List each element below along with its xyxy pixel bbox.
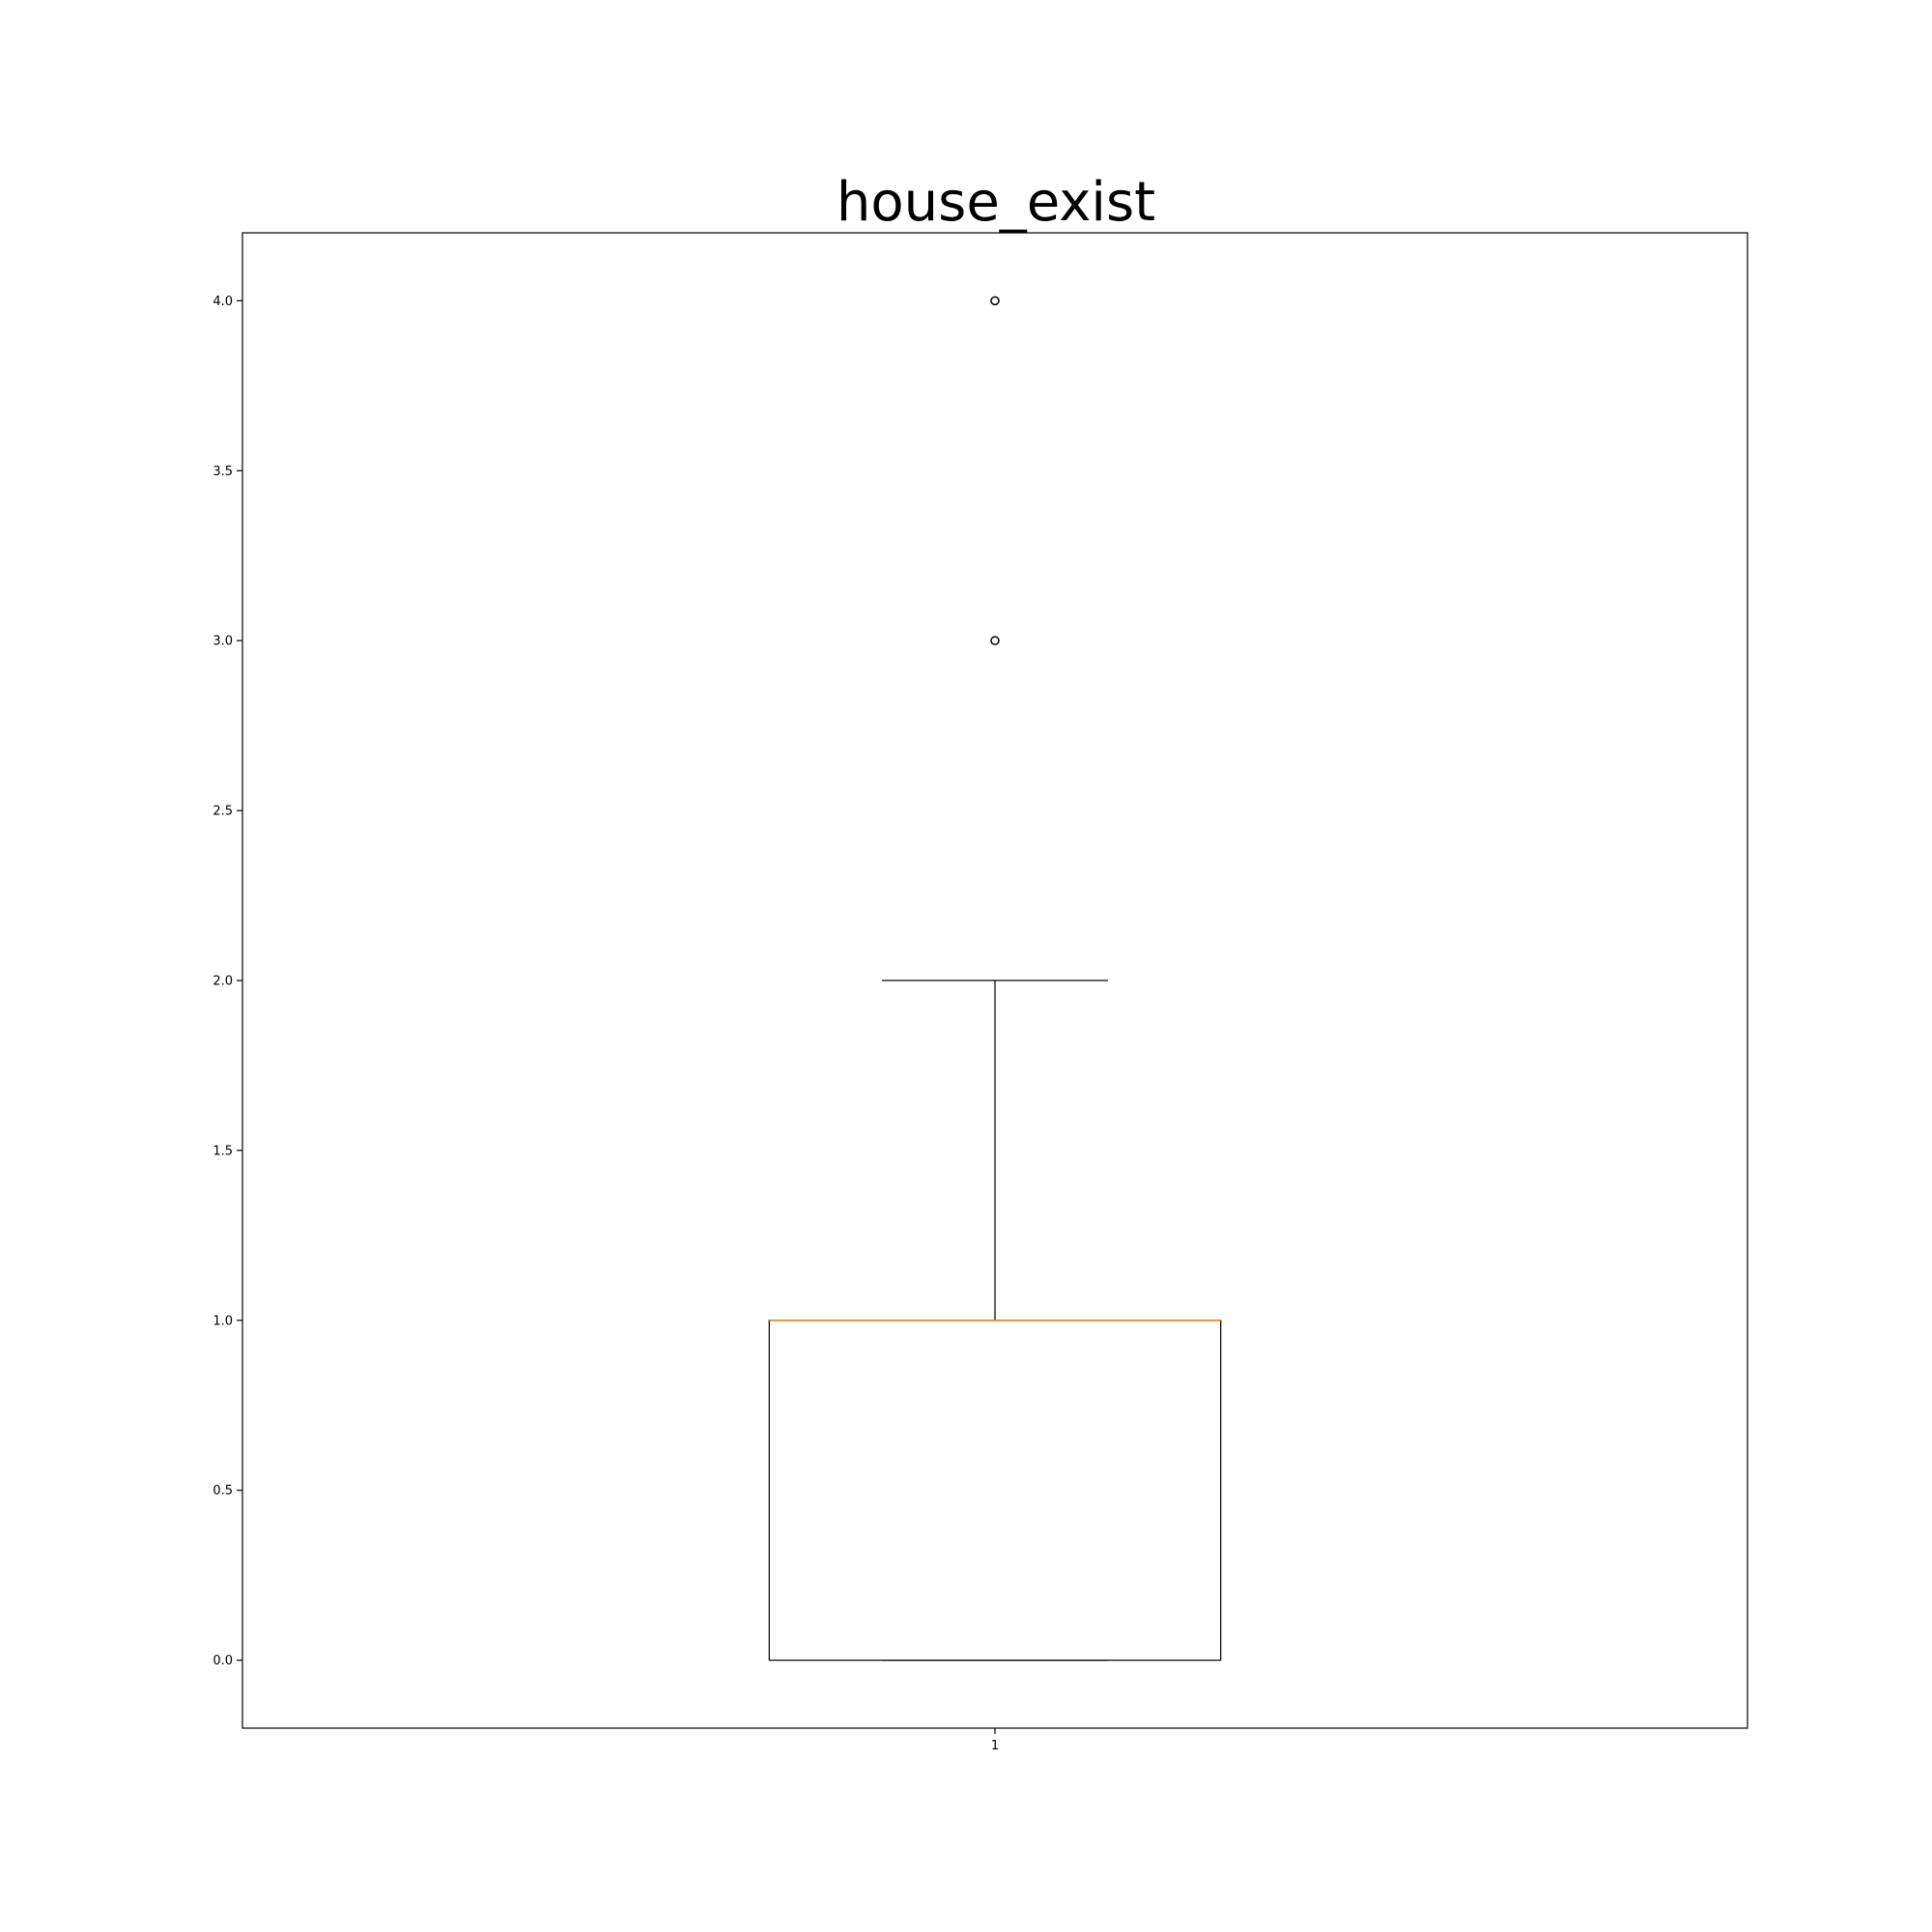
plot-frame bbox=[242, 232, 1748, 1729]
x-axis: 1 bbox=[991, 1728, 999, 1753]
outlier-point bbox=[990, 636, 1000, 645]
y-tick-label: 1.0 bbox=[213, 1314, 233, 1328]
chart-title: house_exist bbox=[837, 171, 1155, 234]
plot-marks bbox=[768, 296, 1222, 1662]
y-tick-label: 4.0 bbox=[213, 295, 233, 309]
y-tick-label: 1.5 bbox=[213, 1144, 233, 1158]
y-tick-label: 2.0 bbox=[213, 975, 233, 989]
box-iqr bbox=[768, 1320, 1222, 1662]
y-tick-label: 3.5 bbox=[213, 465, 233, 479]
y-tick-label: 0.5 bbox=[213, 1484, 233, 1498]
y-axis: 0.0 0.5 1.0 1.5 2.0 2.5 3.0 3.5 4.0 bbox=[213, 295, 242, 1668]
y-tick-label: 2.5 bbox=[213, 805, 233, 819]
outlier-point bbox=[990, 296, 1000, 306]
y-tick-label: 3.0 bbox=[213, 635, 233, 649]
x-tick-label: 1 bbox=[991, 1739, 999, 1753]
y-tick-label: 0.0 bbox=[213, 1654, 233, 1668]
